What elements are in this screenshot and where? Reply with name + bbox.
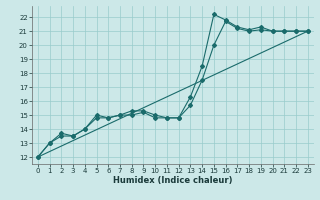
X-axis label: Humidex (Indice chaleur): Humidex (Indice chaleur) [113,176,233,185]
